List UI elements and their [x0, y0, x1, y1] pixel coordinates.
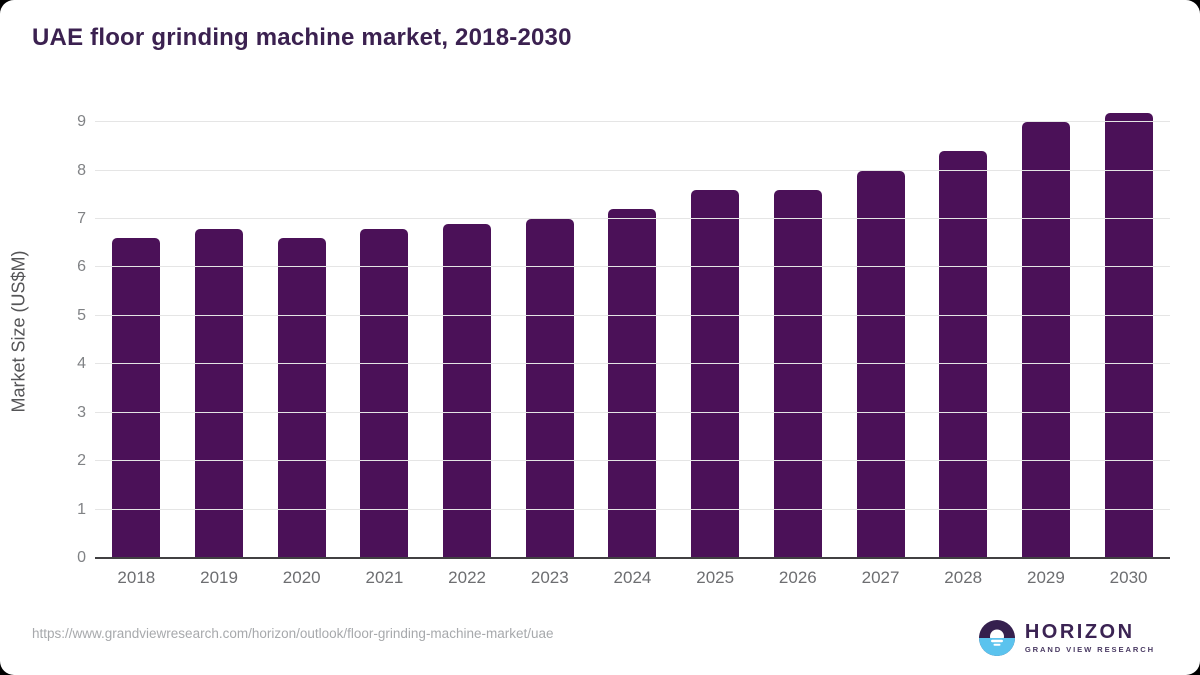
y-tick-2: 2: [77, 452, 86, 470]
x-tick-2021: 2021: [365, 568, 404, 587]
logo-tagline: GRAND VIEW RESEARCH: [1024, 645, 1155, 654]
bar-2026: [773, 190, 822, 558]
bar-slot-2023: [508, 98, 591, 558]
x-tick-2026: 2026: [778, 568, 817, 587]
bar-slot-2024: [591, 98, 674, 558]
y-tick-5: 5: [77, 306, 86, 324]
gridline-y5: [95, 314, 1170, 316]
bar-2030: [1104, 112, 1153, 558]
y-tick-9: 9: [77, 113, 86, 131]
plot-area: [95, 98, 1170, 558]
y-tick-8: 8: [77, 161, 86, 179]
bar-2020: [277, 238, 326, 558]
bar-2029: [1021, 122, 1070, 558]
gridline-y4: [95, 363, 1170, 365]
x-tick-2022: 2022: [448, 568, 486, 587]
y-tick-0: 0: [77, 549, 86, 566]
bar-slot-2026: [757, 98, 840, 558]
bar-slot-2021: [343, 98, 426, 558]
logo-text: HORIZON GRAND VIEW RESEARCH: [1025, 622, 1155, 654]
bar-slot-2020: [260, 98, 343, 558]
gridline-y1: [95, 508, 1170, 510]
x-tick-2025: 2025: [696, 568, 735, 587]
y-axis-tick-labels: 0 1 2 3 4 5 6 7 8 9: [0, 98, 86, 566]
bar-2019: [195, 228, 244, 558]
y-tick-7: 7: [77, 210, 86, 228]
y-tick-6: 6: [77, 258, 86, 276]
bar-2024: [608, 209, 657, 558]
bar-2022: [443, 223, 492, 558]
bar-slot-2029: [1005, 98, 1088, 558]
gridline-y3: [95, 411, 1170, 413]
chart-title: UAE floor grinding machine market, 2018-…: [32, 24, 572, 51]
bars-row: [95, 98, 1170, 558]
bar-slot-2027: [839, 98, 922, 558]
bar-slot-2019: [178, 98, 261, 558]
horizon-logo: HORIZON GRAND VIEW RESEARCH: [978, 620, 1155, 656]
bar-2025: [691, 190, 740, 558]
x-tick-2020: 2020: [282, 568, 321, 587]
x-axis-line: [95, 557, 1170, 559]
bar-2023: [525, 219, 574, 558]
bar-2028: [939, 151, 988, 558]
x-tick-2028: 2028: [944, 568, 983, 587]
gridline-y8: [95, 169, 1170, 171]
x-tick-2027: 2027: [861, 568, 900, 587]
x-axis-tick-labels: 2018 2019 2020 2021 2022 2023 2024 2025 2026 2027…: [95, 568, 1170, 588]
gridline-y9: [95, 121, 1170, 123]
horizon-sunrise-icon: [978, 620, 1015, 656]
x-tick-2023: 2023: [530, 568, 569, 587]
source-url: https://www.grandviewresearch.com/horizo…: [32, 626, 554, 641]
x-tick-2030: 2030: [1109, 568, 1148, 587]
bar-slot-2030: [1087, 98, 1170, 558]
bar-slot-2022: [426, 98, 509, 558]
y-tick-3: 3: [77, 403, 86, 421]
y-tick-4: 4: [77, 355, 86, 373]
x-tick-2019: 2019: [200, 568, 238, 587]
bar-2018: [112, 238, 161, 558]
bar-slot-2025: [674, 98, 757, 558]
bar-2021: [360, 228, 409, 558]
y-tick-1: 1: [77, 500, 86, 518]
bar-slot-2028: [922, 98, 1005, 558]
x-tick-2024: 2024: [613, 568, 652, 587]
x-tick-2018: 2018: [117, 568, 156, 587]
logo-name: HORIZON: [1024, 621, 1135, 643]
gridline-y7: [95, 218, 1170, 220]
gridline-y6: [95, 266, 1170, 268]
bar-slot-2018: [95, 98, 178, 558]
gridline-y2: [95, 460, 1170, 462]
x-tick-2029: 2029: [1026, 568, 1065, 587]
